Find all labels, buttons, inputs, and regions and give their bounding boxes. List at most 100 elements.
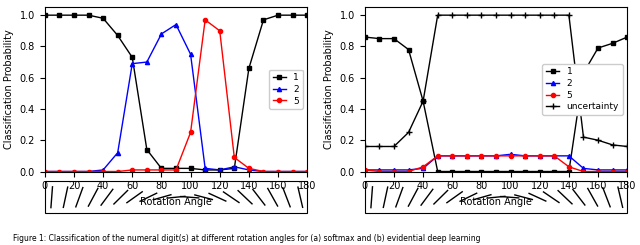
2 (594, 169, 602, 171)
Line: uncertainty: uncertainty (362, 12, 630, 149)
uncertainty (419, 100, 427, 103)
1 (492, 170, 500, 173)
1 (550, 170, 558, 173)
Y-axis label: Classification Probability: Classification Probability (4, 30, 14, 149)
2 (143, 61, 150, 63)
2 (550, 154, 558, 157)
uncertainty (376, 145, 383, 148)
1 (260, 18, 268, 21)
2 (536, 154, 543, 157)
2 (404, 169, 412, 171)
5 (216, 29, 223, 32)
5 (187, 131, 195, 134)
uncertainty (522, 14, 529, 17)
1 (376, 37, 383, 40)
2 (303, 170, 311, 173)
5 (274, 170, 282, 173)
5 (202, 18, 209, 21)
2 (187, 53, 195, 56)
5 (41, 170, 49, 173)
5 (477, 154, 485, 157)
5 (404, 170, 412, 173)
2 (580, 167, 588, 170)
2 (56, 170, 63, 173)
1 (84, 14, 92, 17)
Line: 5: 5 (363, 154, 629, 174)
uncertainty (507, 14, 515, 17)
5 (376, 170, 383, 173)
5 (70, 170, 78, 173)
Legend: 1, 2, 5, uncertainty: 1, 2, 5, uncertainty (542, 64, 623, 115)
Line: 2: 2 (363, 152, 629, 172)
2 (463, 154, 470, 157)
1 (565, 170, 573, 173)
5 (303, 170, 311, 173)
1 (56, 14, 63, 17)
uncertainty (550, 14, 558, 17)
5 (536, 154, 543, 157)
5 (507, 154, 515, 157)
5 (172, 169, 180, 171)
1 (536, 170, 543, 173)
uncertainty (492, 14, 500, 17)
uncertainty (623, 145, 631, 148)
X-axis label: Rotation Angle: Rotation Angle (460, 197, 532, 207)
5 (580, 170, 588, 173)
2 (202, 167, 209, 170)
1 (157, 167, 165, 170)
1 (143, 148, 150, 151)
uncertainty (609, 144, 616, 147)
uncertainty (434, 14, 442, 17)
5 (522, 154, 529, 157)
Line: 5: 5 (43, 18, 309, 174)
5 (230, 156, 238, 159)
2 (41, 170, 49, 173)
5 (129, 169, 136, 171)
uncertainty (390, 145, 398, 148)
1 (187, 167, 195, 170)
5 (289, 170, 296, 173)
uncertainty (594, 139, 602, 142)
1 (477, 170, 485, 173)
uncertainty (565, 14, 573, 17)
5 (463, 154, 470, 157)
1 (303, 14, 311, 17)
2 (114, 151, 122, 154)
5 (390, 170, 398, 173)
2 (449, 154, 456, 157)
2 (609, 169, 616, 171)
1 (99, 17, 107, 20)
2 (157, 32, 165, 35)
2 (434, 154, 442, 157)
uncertainty (404, 131, 412, 134)
uncertainty (361, 145, 369, 148)
2 (390, 169, 398, 171)
2 (289, 170, 296, 173)
Line: 1: 1 (43, 13, 309, 172)
1 (245, 67, 253, 70)
1 (522, 170, 529, 173)
2 (274, 170, 282, 173)
1 (216, 169, 223, 171)
1 (172, 167, 180, 170)
5 (56, 170, 63, 173)
1 (594, 47, 602, 49)
5 (361, 169, 369, 171)
X-axis label: Rotation Angle: Rotation Angle (140, 197, 212, 207)
2 (260, 170, 268, 173)
1 (274, 14, 282, 17)
1 (580, 72, 588, 74)
1 (202, 169, 209, 171)
1 (434, 170, 442, 173)
5 (609, 170, 616, 173)
1 (114, 34, 122, 37)
5 (84, 170, 92, 173)
5 (157, 169, 165, 171)
2 (361, 169, 369, 171)
2 (522, 154, 529, 157)
2 (623, 169, 631, 171)
1 (419, 100, 427, 103)
Y-axis label: Classification Probability: Classification Probability (324, 30, 334, 149)
1 (463, 170, 470, 173)
2 (216, 169, 223, 171)
